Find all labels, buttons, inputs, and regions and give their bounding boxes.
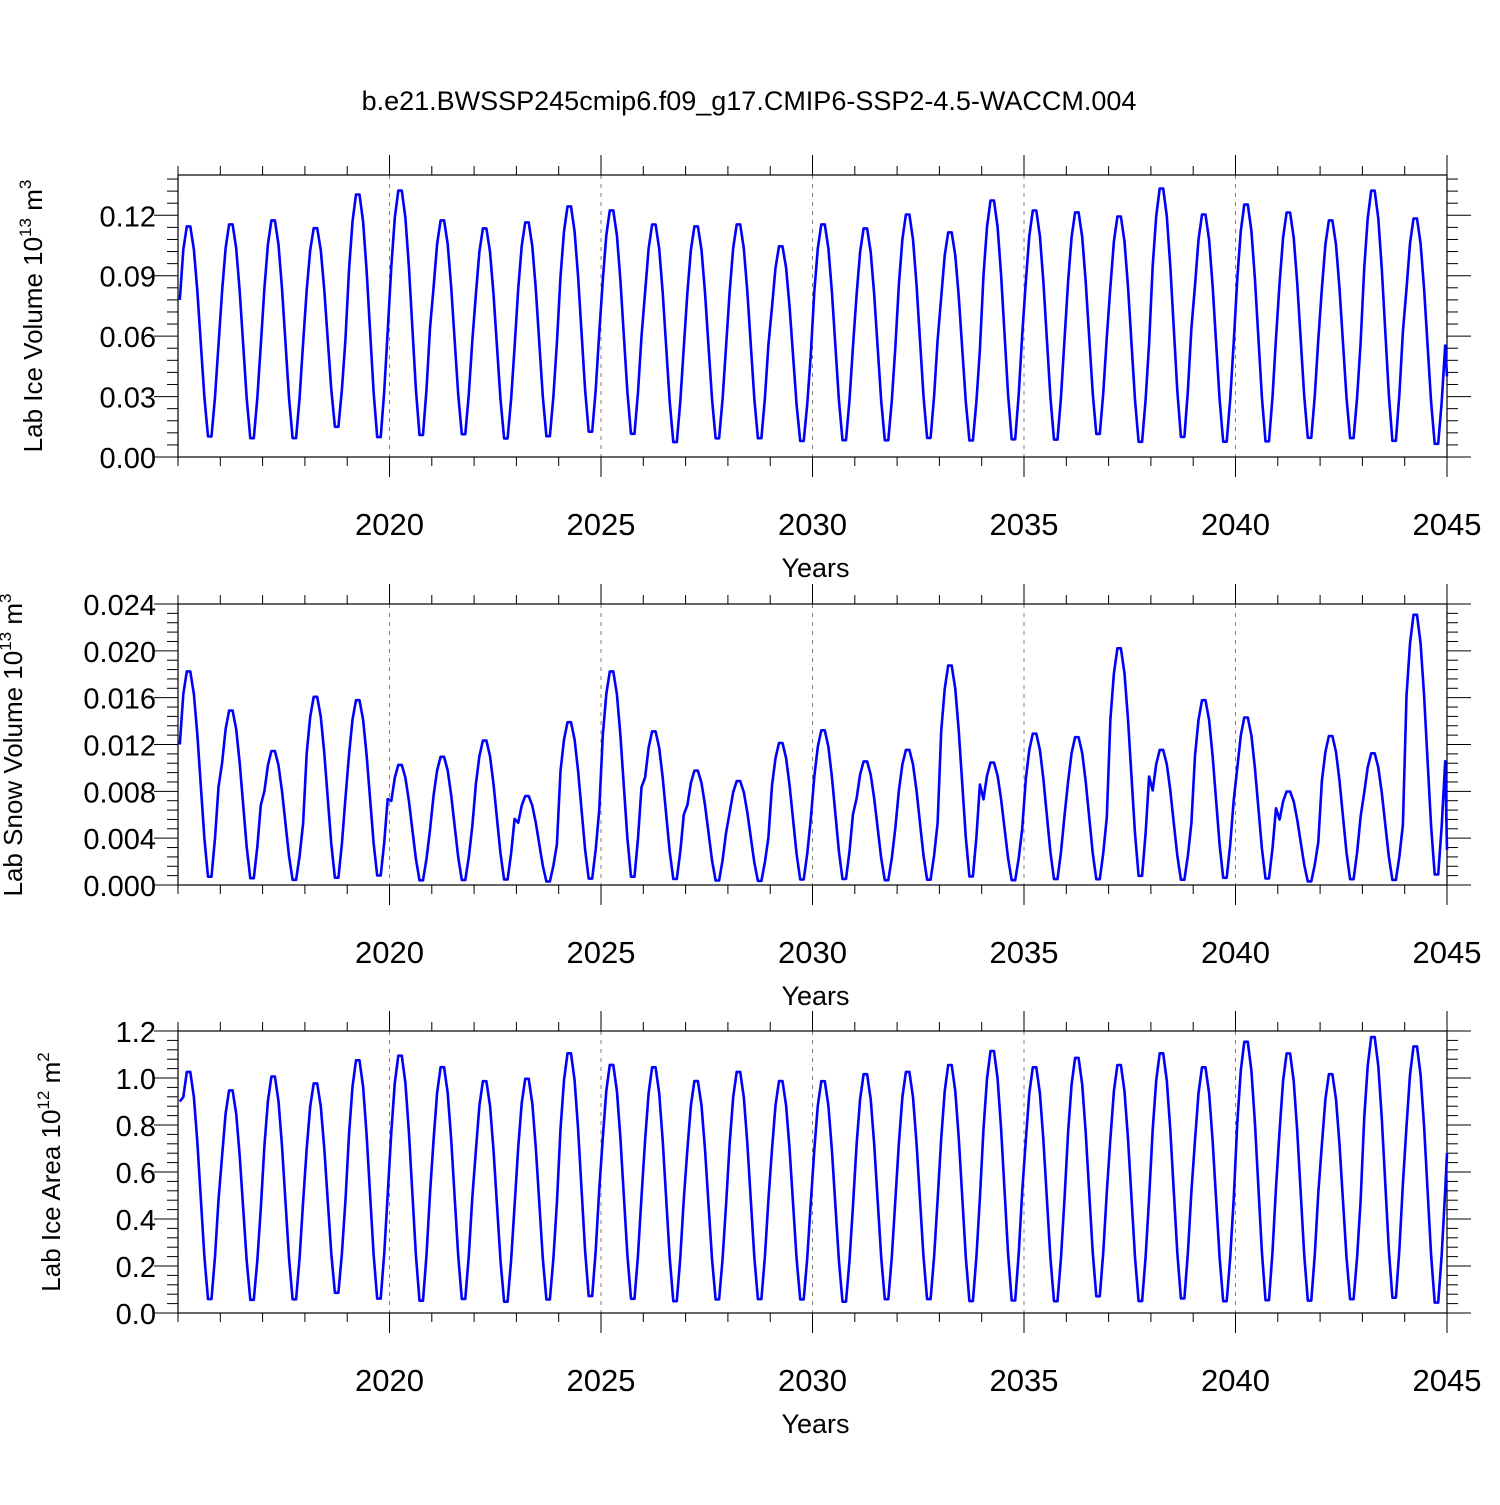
y-axis-label-part: Lab Ice Volume 10 [18,237,48,452]
y-axis-label-part: Lab Snow Volume 10 [0,651,28,897]
y-axis-label-superscript: 2 [34,1052,53,1061]
x-tick-label: 2030 [778,1363,847,1398]
y-axis-label-superscript: 13 [16,218,35,237]
x-tick-label: 2035 [990,507,1059,542]
y-tick-label: 0.00 [100,443,156,475]
y-tick-label: 1.0 [116,1064,156,1096]
x-tick-label: 2025 [567,507,636,542]
y-axis-label-part: Lab Ice Area 10 [36,1110,66,1292]
y-axis-label: Lab Ice Volume 1013 m3 [16,180,48,453]
y-tick-label: 0.06 [100,322,156,354]
y-axis-label-superscript: 3 [0,593,15,602]
panel-2: 0.000 0.004 0.008 0.012 0.016 0.020 0.024 2020 2… [0,584,1481,1011]
y-tick-label: 0.020 [83,637,156,669]
y-axis-label-superscript: 12 [34,1091,53,1110]
y-axis-label-part: m [36,1062,66,1091]
x-axis-label: Years [781,553,849,583]
chart-title: b.e21.BWSSP245cmip6.f09_g17.CMIP6-SSP2-4… [362,86,1137,116]
y-axis-label: Lab Snow Volume 1013 m3 [0,593,28,896]
x-tick-label: 2020 [355,935,424,970]
y-tick-label: 1.2 [116,1017,156,1049]
y-tick-label: 0.012 [83,731,156,763]
y-axis-label-superscript: 3 [16,180,35,189]
y-tick-label: 0.024 [83,590,156,622]
y-tick-label: 0.03 [100,383,156,415]
x-tick-label: 2025 [567,935,636,970]
plot-frame [177,603,1448,886]
x-tick-label: 2030 [778,935,847,970]
x-tick-label: 2045 [1413,935,1482,970]
series-line [178,613,1449,883]
y-tick-label: 0.8 [116,1111,156,1143]
y-tick-label: 0.6 [116,1158,156,1190]
y-tick-label: 0.004 [83,824,156,856]
x-tick-label: 2045 [1413,1363,1482,1398]
x-tick-label: 2025 [567,1363,636,1398]
y-tick-label: 0.008 [83,777,156,809]
y-tick-label: 0.2 [116,1252,156,1284]
x-tick-label: 2030 [778,507,847,542]
x-tick-label: 2035 [990,935,1059,970]
y-tick-label: 0.000 [83,871,156,903]
x-axis-label: Years [781,1409,849,1439]
y-tick-label: 0.016 [83,684,156,716]
x-axis-label: Years [781,981,849,1011]
y-tick-label: 0.4 [116,1205,156,1237]
series-line [178,187,1449,446]
panel-3: 0.0 0.2 0.4 0.6 0.8 1.0 1.2 2020 2025 2030 2035 204… [34,1011,1481,1439]
x-tick-label: 2020 [355,507,424,542]
y-tick-label: 0.0 [116,1299,156,1331]
series-line [178,1035,1449,1304]
y-tick-label: 0.12 [100,201,156,233]
x-tick-label: 2020 [355,1363,424,1398]
x-tick-label: 2045 [1413,507,1482,542]
y-axis-label-part: m [0,603,28,632]
x-tick-label: 2035 [990,1363,1059,1398]
x-tick-label: 2040 [1201,935,1270,970]
y-axis-label: Lab Ice Area 1012 m2 [34,1052,66,1291]
y-axis-label-superscript: 13 [0,632,15,651]
y-tick-label: 0.09 [100,262,156,294]
y-axis-label-part: m [18,189,48,218]
x-tick-label: 2040 [1201,507,1270,542]
x-tick-label: 2040 [1201,1363,1270,1398]
panel-1: 0.00 0.03 0.06 0.09 0.12 2020 2025 2030 2035 2040… [16,155,1481,583]
